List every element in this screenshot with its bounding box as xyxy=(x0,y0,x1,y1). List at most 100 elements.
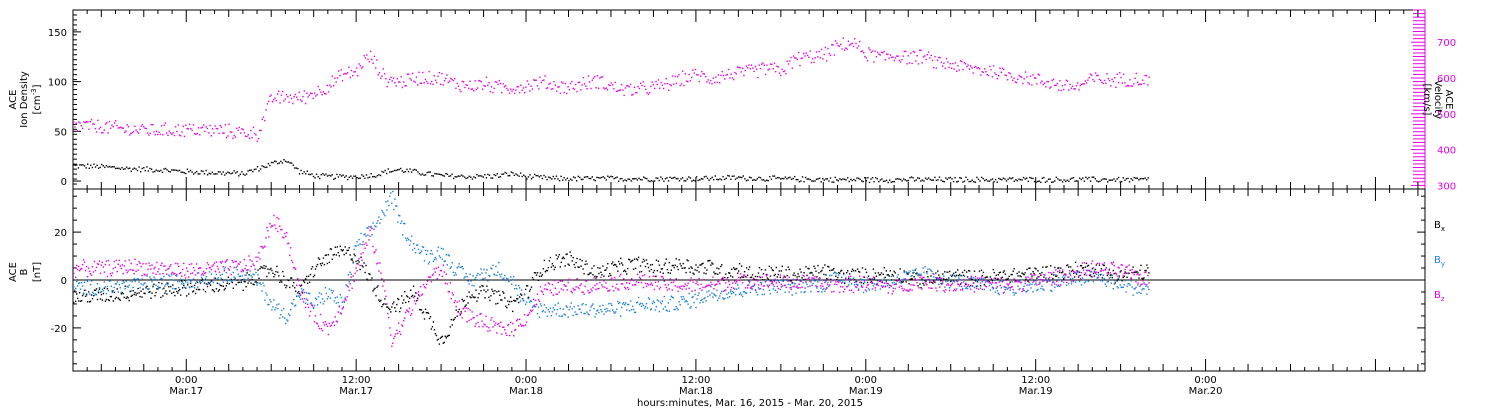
data-point xyxy=(564,285,566,287)
data-point xyxy=(425,80,428,83)
data-point xyxy=(1113,178,1115,180)
data-point xyxy=(980,176,983,179)
data-point xyxy=(224,261,226,263)
data-point xyxy=(452,79,455,82)
data-point xyxy=(802,274,804,276)
data-point xyxy=(177,263,179,265)
data-point xyxy=(978,278,981,281)
b-axis-label-line: ACE xyxy=(8,262,19,282)
data-point xyxy=(764,180,766,182)
data-point xyxy=(516,174,519,176)
data-point xyxy=(624,87,627,89)
data-point xyxy=(146,273,148,276)
data-point xyxy=(990,278,993,280)
data-point xyxy=(808,276,810,279)
data-point xyxy=(541,177,544,180)
data-point xyxy=(172,169,175,171)
data-point xyxy=(93,163,95,165)
data-point xyxy=(297,291,299,294)
data-point xyxy=(455,305,457,308)
data-point xyxy=(146,275,148,277)
data-point xyxy=(196,281,199,284)
data-point xyxy=(566,306,568,308)
data-point xyxy=(486,326,488,328)
data-point xyxy=(952,282,954,284)
data-point xyxy=(642,81,644,83)
data-point xyxy=(411,249,414,251)
data-point xyxy=(626,309,628,311)
data-point xyxy=(843,273,845,276)
data-point xyxy=(518,91,521,94)
data-point xyxy=(973,291,976,293)
data-point xyxy=(282,236,284,238)
data-point xyxy=(937,279,939,281)
data-point xyxy=(1095,264,1098,266)
data-point xyxy=(600,271,602,273)
data-point xyxy=(519,323,522,325)
data-point xyxy=(1041,285,1043,287)
data-point xyxy=(908,62,911,64)
data-point xyxy=(1142,178,1145,180)
data-point xyxy=(801,279,803,281)
data-point xyxy=(189,272,192,275)
data-point xyxy=(1134,288,1136,290)
data-point xyxy=(347,178,349,181)
data-point xyxy=(146,166,148,168)
data-point xyxy=(836,283,838,286)
data-point xyxy=(997,292,999,294)
data-point xyxy=(985,286,988,288)
data-point xyxy=(245,135,247,137)
data-point xyxy=(312,276,315,278)
data-point xyxy=(366,278,368,280)
data-point xyxy=(694,289,696,292)
data-point xyxy=(847,177,849,179)
data-point xyxy=(299,99,302,101)
data-point xyxy=(287,320,289,322)
data-point xyxy=(814,267,816,270)
data-point xyxy=(1089,275,1092,277)
data-point xyxy=(755,68,758,70)
data-point xyxy=(721,290,723,292)
data-point xyxy=(598,311,600,314)
data-point xyxy=(743,271,746,273)
data-point xyxy=(194,172,196,174)
data-point xyxy=(415,292,418,294)
data-point xyxy=(715,76,717,78)
data-point xyxy=(488,274,490,277)
data-point xyxy=(140,171,142,173)
data-point xyxy=(147,268,149,271)
data-point xyxy=(744,69,746,72)
data-point xyxy=(821,291,823,293)
data-point xyxy=(378,174,380,176)
data-point xyxy=(175,169,178,171)
data-point xyxy=(354,175,357,177)
data-point xyxy=(97,167,100,169)
data-point xyxy=(472,275,474,277)
data-point xyxy=(637,281,640,284)
data-point xyxy=(673,83,675,85)
data-point xyxy=(295,268,297,270)
data-point xyxy=(1111,276,1113,279)
data-point xyxy=(980,276,983,278)
data-point xyxy=(332,85,335,87)
data-point xyxy=(195,288,198,291)
data-point xyxy=(1062,276,1064,278)
data-point xyxy=(873,181,875,183)
data-point xyxy=(678,74,680,76)
data-point xyxy=(822,285,824,288)
data-point xyxy=(1049,279,1051,282)
data-point xyxy=(459,266,461,268)
data-point xyxy=(1092,267,1095,269)
data-point xyxy=(628,258,630,261)
data-point xyxy=(182,125,184,128)
data-point xyxy=(621,306,623,309)
data-point xyxy=(875,177,877,179)
data-point xyxy=(839,272,841,274)
data-point xyxy=(1026,290,1028,293)
data-point xyxy=(715,272,717,275)
data-point xyxy=(648,276,651,278)
data-point xyxy=(660,276,663,278)
data-point xyxy=(653,180,656,182)
data-point xyxy=(645,88,647,91)
data-point xyxy=(1036,83,1038,85)
